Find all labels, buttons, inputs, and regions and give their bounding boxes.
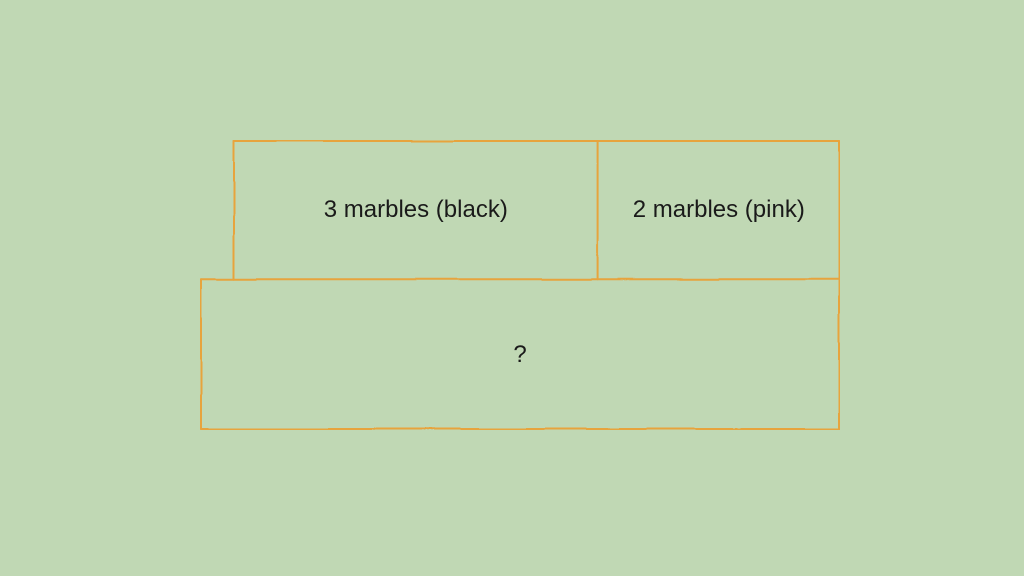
bottom-row: ? [200,279,840,430]
part-cell-1: 3 marbles (black) [234,140,598,279]
top-row: 3 marbles (black) 2 marbles (pink) [200,140,840,279]
part-cell-2: 2 marbles (pink) [598,140,840,279]
bar-model-diagram: 3 marbles (black) 2 marbles (pink) ? [200,140,840,430]
stage: 3 marbles (black) 2 marbles (pink) ? [0,0,1024,576]
part-label-1: 3 marbles (black) [324,196,508,224]
whole-label: ? [513,341,526,369]
part-label-2: 2 marbles (pink) [633,196,805,224]
whole-cell: ? [200,279,840,430]
